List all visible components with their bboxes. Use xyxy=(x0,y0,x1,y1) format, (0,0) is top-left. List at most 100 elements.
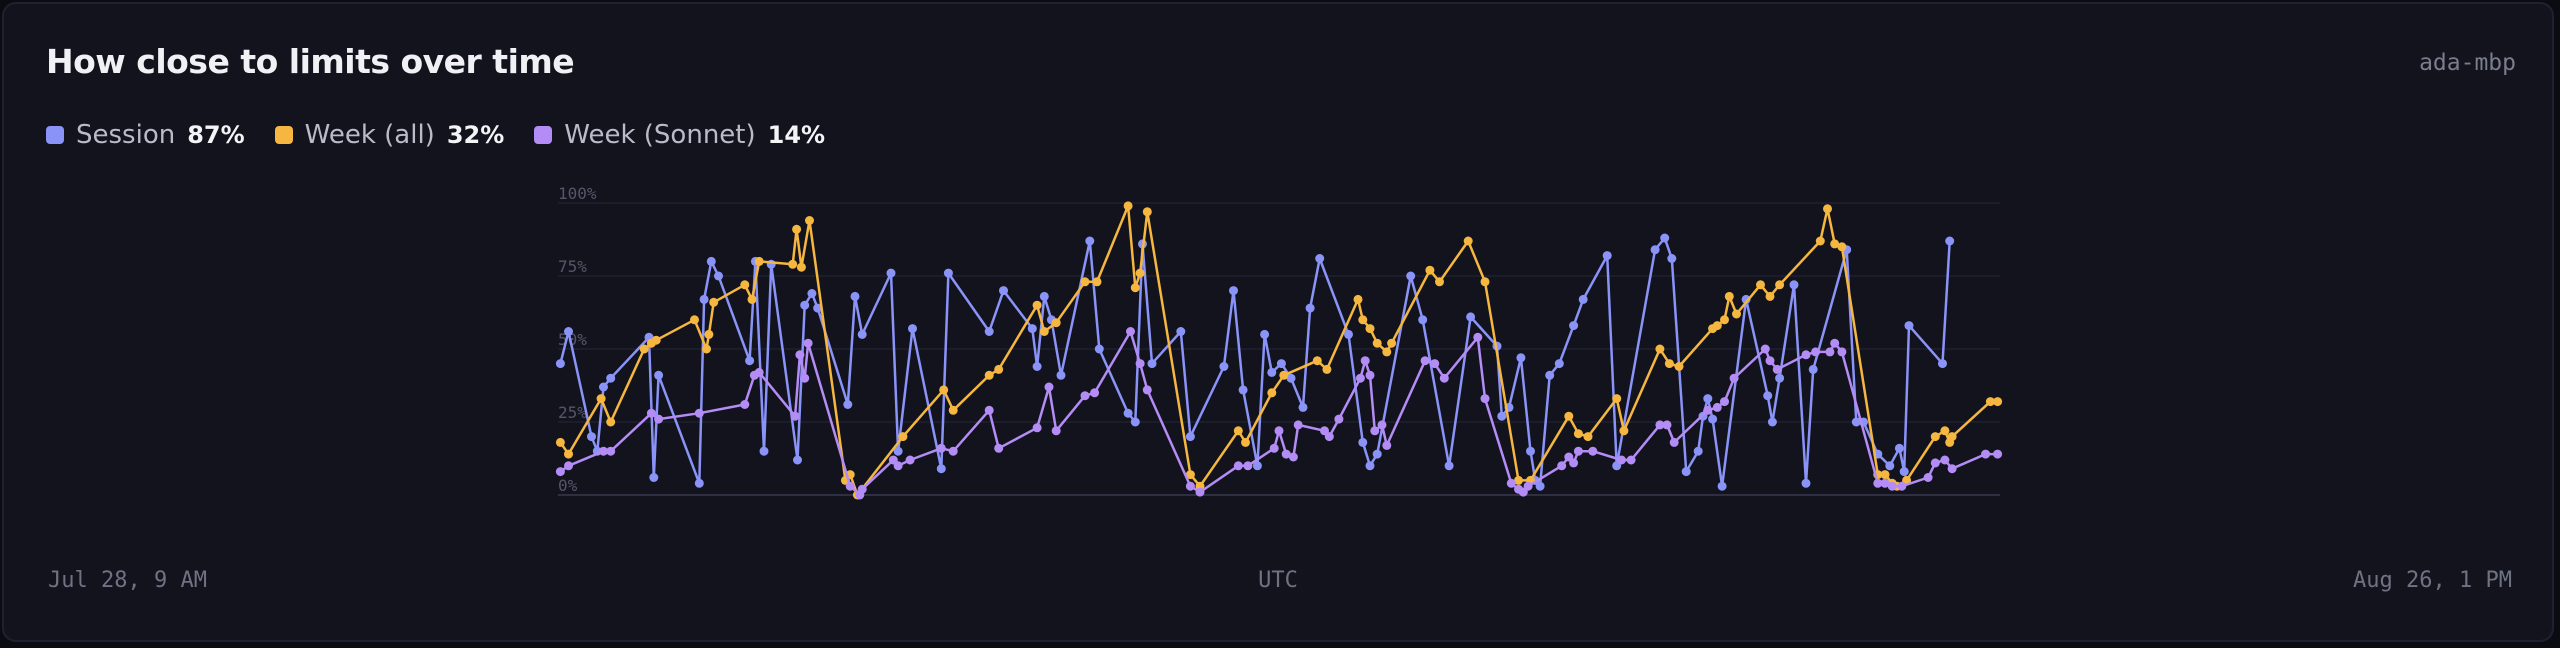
data-point[interactable] xyxy=(1626,455,1636,465)
data-point[interactable] xyxy=(1940,455,1950,465)
data-point[interactable] xyxy=(1789,280,1799,290)
data-point[interactable] xyxy=(606,446,616,456)
data-point[interactable] xyxy=(1387,338,1397,348)
data-point[interactable] xyxy=(843,400,853,409)
data-point[interactable] xyxy=(1130,283,1140,293)
data-point[interactable] xyxy=(587,432,596,442)
data-point[interactable] xyxy=(1305,303,1315,313)
data-point[interactable] xyxy=(1123,201,1133,211)
data-point[interactable] xyxy=(1418,315,1428,325)
data-point[interactable] xyxy=(1126,327,1135,336)
data-point[interactable] xyxy=(1370,426,1380,436)
data-point[interactable] xyxy=(1085,236,1095,246)
data-point[interactable] xyxy=(994,364,1004,374)
data-point[interactable] xyxy=(1344,329,1353,339)
data-point[interactable] xyxy=(1655,344,1665,354)
data-point[interactable] xyxy=(898,432,908,442)
data-point[interactable] xyxy=(754,367,764,377)
data-point[interactable] xyxy=(936,443,946,453)
data-point[interactable] xyxy=(1602,251,1612,261)
data-point[interactable] xyxy=(1763,391,1773,401)
data-point[interactable] xyxy=(1573,429,1583,439)
data-point[interactable] xyxy=(699,294,709,304)
data-point[interactable] xyxy=(694,408,704,418)
data-point[interactable] xyxy=(1650,245,1660,255)
data-point[interactable] xyxy=(1993,449,2003,459)
data-point[interactable] xyxy=(1233,461,1243,471)
data-point[interactable] xyxy=(1669,437,1679,447)
data-point[interactable] xyxy=(984,327,994,336)
data-point[interactable] xyxy=(1260,329,1270,339)
data-point[interactable] xyxy=(1569,321,1579,331)
data-point[interactable] xyxy=(564,461,573,471)
data-point[interactable] xyxy=(1985,397,1995,407)
data-point[interactable] xyxy=(939,385,949,395)
data-point[interactable] xyxy=(1092,277,1102,287)
series-week-all[interactable] xyxy=(555,201,2003,500)
data-point[interactable] xyxy=(704,329,714,339)
data-point[interactable] xyxy=(1808,364,1818,374)
data-point[interactable] xyxy=(740,280,750,290)
data-point[interactable] xyxy=(1880,470,1890,480)
data-point[interactable] xyxy=(1233,426,1243,436)
data-point[interactable] xyxy=(1185,481,1195,491)
data-point[interactable] xyxy=(1276,359,1286,369)
data-point[interactable] xyxy=(690,315,699,325)
data-point[interactable] xyxy=(1612,394,1622,404)
data-point[interactable] xyxy=(1406,271,1416,281)
data-point[interactable] xyxy=(1765,356,1775,366)
data-point[interactable] xyxy=(1135,359,1145,369)
data-point[interactable] xyxy=(1681,467,1691,477)
data-point[interactable] xyxy=(1238,385,1248,395)
series-session[interactable] xyxy=(555,233,1955,491)
data-point[interactable] xyxy=(1765,291,1775,301)
data-point[interactable] xyxy=(1516,353,1526,363)
data-point[interactable] xyxy=(1032,362,1042,371)
data-point[interactable] xyxy=(596,394,606,404)
data-point[interactable] xyxy=(1801,350,1811,360)
data-point[interactable] xyxy=(893,461,903,471)
data-point[interactable] xyxy=(1851,417,1861,427)
data-point[interactable] xyxy=(1756,280,1765,290)
data-point[interactable] xyxy=(1324,432,1334,442)
data-point[interactable] xyxy=(1473,332,1483,342)
data-point[interactable] xyxy=(1823,204,1832,214)
data-point[interactable] xyxy=(1775,373,1785,383)
data-point[interactable] xyxy=(1439,373,1449,383)
data-point[interactable] xyxy=(1142,385,1152,395)
data-point[interactable] xyxy=(1801,478,1811,488)
data-point[interactable] xyxy=(908,324,917,334)
data-point[interactable] xyxy=(1355,373,1365,383)
data-point[interactable] xyxy=(800,373,810,383)
data-point[interactable] xyxy=(1904,321,1914,331)
data-point[interactable] xyxy=(1693,446,1703,456)
data-point[interactable] xyxy=(1293,420,1303,430)
data-point[interactable] xyxy=(1981,449,1991,459)
data-point[interactable] xyxy=(1578,294,1588,304)
data-point[interactable] xyxy=(1080,391,1090,401)
data-point[interactable] xyxy=(702,344,711,354)
data-point[interactable] xyxy=(1660,233,1670,243)
data-point[interactable] xyxy=(886,268,896,278)
data-point[interactable] xyxy=(1940,426,1950,436)
data-point[interactable] xyxy=(1027,324,1037,334)
data-point[interactable] xyxy=(1760,344,1770,354)
data-point[interactable] xyxy=(1185,432,1195,442)
data-point[interactable] xyxy=(1032,423,1042,433)
data-point[interactable] xyxy=(1664,359,1674,369)
data-point[interactable] xyxy=(1717,481,1727,491)
data-point[interactable] xyxy=(994,443,1004,453)
data-point[interactable] xyxy=(1123,408,1133,418)
data-point[interactable] xyxy=(1334,414,1344,424)
data-point[interactable] xyxy=(1430,359,1440,369)
series-week-sonnet[interactable] xyxy=(555,327,2003,500)
data-point[interactable] xyxy=(1667,254,1677,263)
data-point[interactable] xyxy=(1720,315,1729,325)
data-point[interactable] xyxy=(1775,280,1785,290)
data-point[interactable] xyxy=(1286,373,1296,383)
data-point[interactable] xyxy=(1497,411,1507,421)
data-point[interactable] xyxy=(850,291,860,301)
data-point[interactable] xyxy=(654,414,664,424)
data-point[interactable] xyxy=(1032,300,1042,310)
data-point[interactable] xyxy=(639,344,649,354)
